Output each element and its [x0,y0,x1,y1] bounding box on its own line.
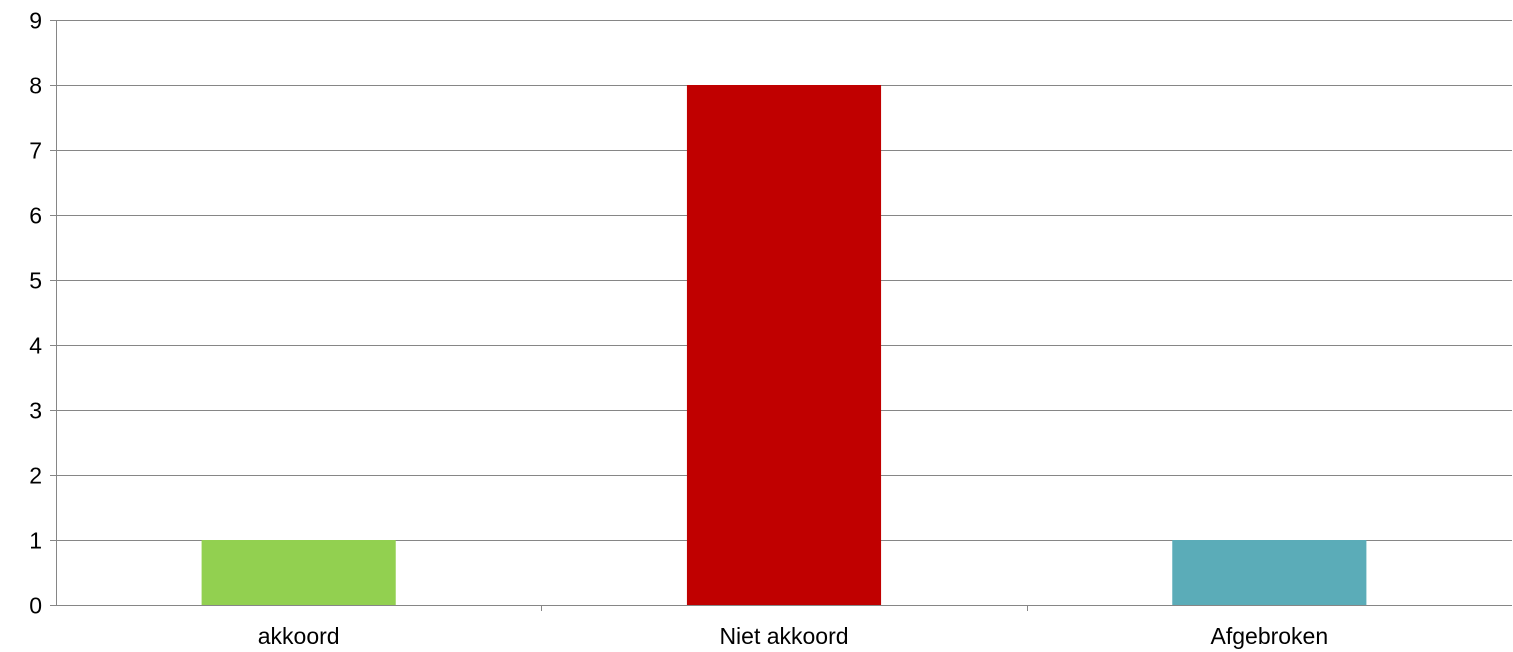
bar-afgebroken [1172,540,1367,605]
x-tick-label: Afgebroken [1211,623,1329,649]
y-tick-labels: 0 1 2 3 4 5 6 7 8 9 [29,8,42,619]
y-tick-label: 6 [29,203,42,229]
axes [50,20,1512,611]
y-tick-label: 4 [29,333,42,359]
y-tick-label: 8 [29,73,42,99]
y-tick-label: 9 [29,8,42,34]
y-tick-label: 1 [29,528,42,554]
x-tick-label: akkoord [258,623,340,649]
y-tick-label: 2 [29,463,42,489]
y-tick-label: 5 [29,268,42,294]
x-tick-label: Niet akkoord [719,623,848,649]
bar-akkoord [201,540,396,605]
bars [201,85,1367,605]
bar-niet-akkoord [686,85,882,605]
y-tick-label: 7 [29,138,42,164]
y-tick-label: 3 [29,398,42,424]
y-tick-label: 0 [29,593,42,619]
x-tick-labels: akkoord Niet akkoord Afgebroken [258,623,1328,649]
